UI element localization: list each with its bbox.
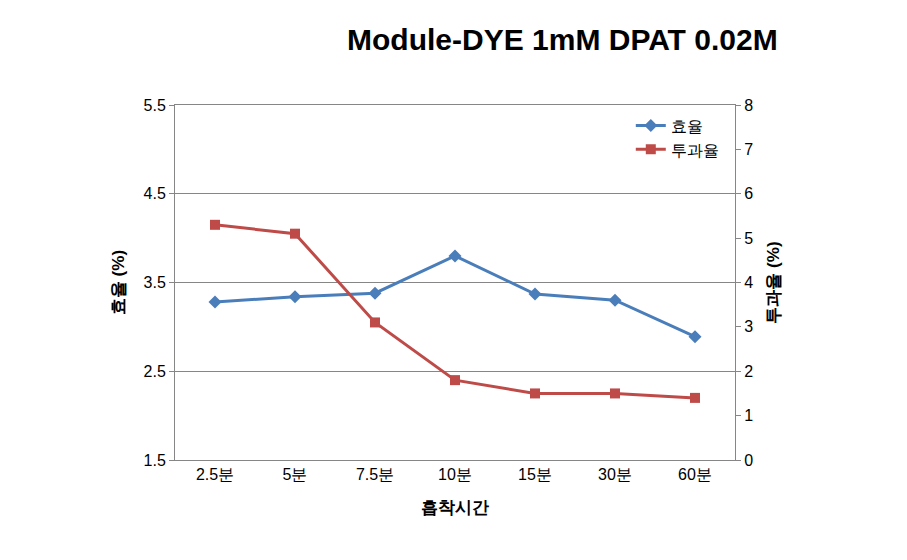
svg-text:30분: 30분	[598, 466, 632, 483]
svg-text:5.5: 5.5	[144, 97, 166, 114]
svg-text:효율 (%): 효율 (%)	[109, 250, 128, 315]
svg-text:5분: 5분	[283, 466, 308, 483]
svg-text:10분: 10분	[438, 466, 472, 483]
svg-text:2.5분: 2.5분	[196, 466, 234, 483]
svg-text:1.5: 1.5	[144, 452, 166, 469]
svg-text:2.5: 2.5	[144, 363, 166, 380]
svg-text:0: 0	[744, 452, 753, 469]
svg-text:7: 7	[744, 141, 753, 158]
svg-text:효율: 효율	[671, 118, 703, 135]
svg-text:Module-DYE 1mM DPAT 0.02M: Module-DYE 1mM DPAT 0.02M	[347, 23, 778, 56]
svg-text:60분: 60분	[678, 466, 712, 483]
svg-text:15분: 15분	[518, 466, 552, 483]
svg-text:7.5분: 7.5분	[356, 466, 394, 483]
svg-text:4: 4	[744, 274, 753, 291]
svg-text:6: 6	[744, 185, 753, 202]
svg-text:8: 8	[744, 97, 753, 114]
svg-text:4.5: 4.5	[144, 185, 166, 202]
svg-text:5: 5	[744, 230, 753, 247]
svg-text:투과율 (%): 투과율 (%)	[764, 241, 783, 323]
svg-text:3: 3	[744, 318, 753, 335]
svg-text:3.5: 3.5	[144, 274, 166, 291]
svg-text:흡착시간: 흡착시간	[421, 498, 489, 517]
svg-text:1: 1	[744, 407, 753, 424]
svg-text:투과율: 투과율	[671, 141, 719, 158]
svg-text:2: 2	[744, 363, 753, 380]
